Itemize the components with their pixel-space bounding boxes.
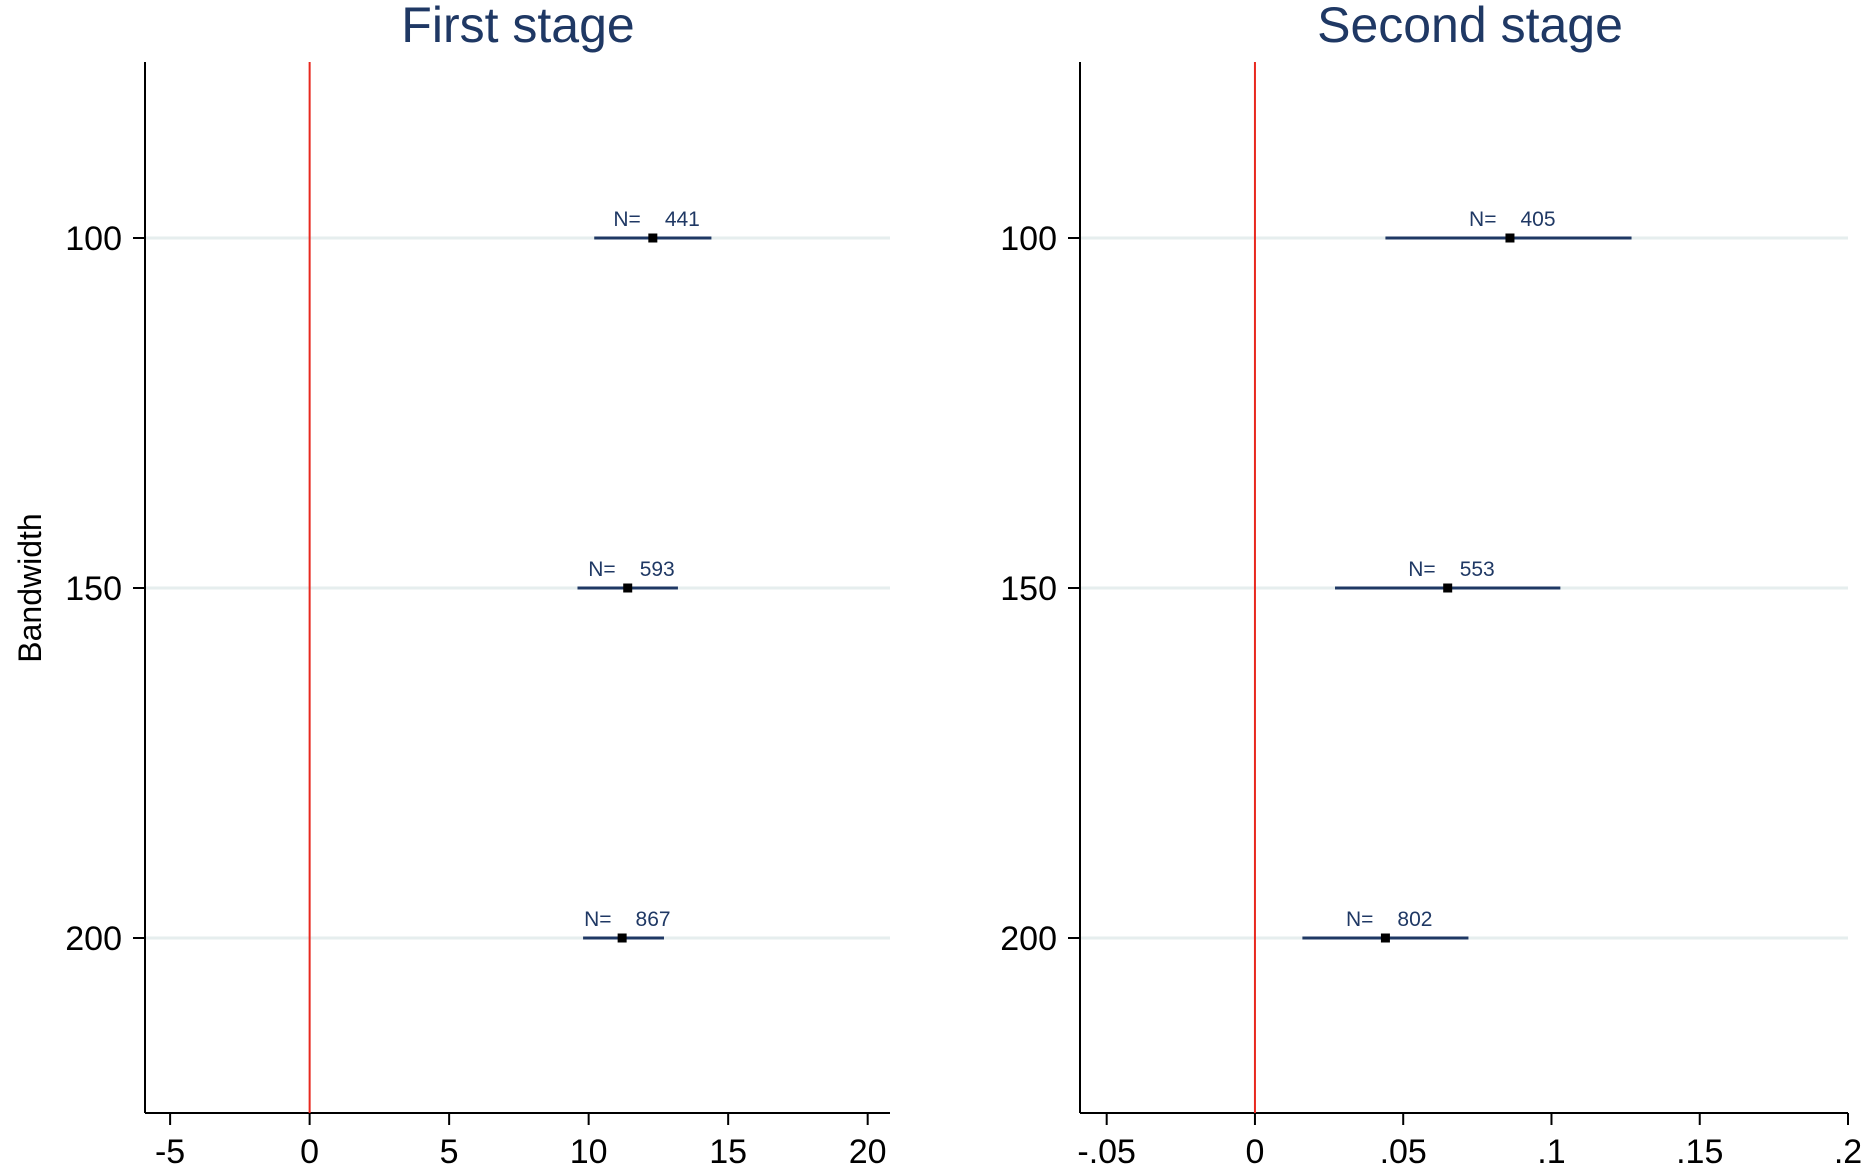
x-tick-label: 20 — [849, 1133, 887, 1170]
y-tick-label: 200 — [1000, 920, 1057, 958]
n-label-prefix: N= — [1408, 558, 1435, 581]
n-label-value: 441 — [665, 208, 700, 231]
x-tick-label: .1 — [1537, 1133, 1565, 1170]
n-label-value: 405 — [1520, 208, 1555, 231]
point-estimate — [617, 933, 627, 943]
n-label-value: 553 — [1460, 558, 1495, 581]
point-estimate — [1443, 583, 1453, 593]
n-label-prefix: N= — [613, 208, 640, 231]
y-tick-label: 100 — [1000, 220, 1057, 258]
y-axis-title: Bandwidth — [12, 513, 48, 662]
x-tick-label: -.05 — [1077, 1133, 1136, 1170]
point-estimate — [623, 583, 633, 593]
panel-first-stage: First stage Bandwidth 100 150 200 -5 0 5 10 15 20 N… — [12, 0, 890, 1170]
point-estimate — [648, 233, 658, 243]
panel-second-stage: Second stage 100 150 200 -.05 0 .05 .1 .15 .2 N= 40… — [1000, 0, 1862, 1170]
x-tick-label: 15 — [709, 1133, 747, 1170]
n-label-value: 802 — [1397, 908, 1432, 931]
point-estimate — [1505, 233, 1515, 243]
panel-title: First stage — [401, 0, 634, 53]
y-tick-label: 200 — [65, 920, 122, 958]
n-label-prefix: N= — [1346, 908, 1373, 931]
x-tick-label: .15 — [1676, 1133, 1723, 1170]
x-tick-label: .2 — [1834, 1133, 1862, 1170]
n-label-prefix: N= — [588, 558, 615, 581]
y-tick-label: 100 — [65, 220, 122, 258]
x-tick-label: 10 — [570, 1133, 608, 1170]
x-tick-label: .05 — [1380, 1133, 1427, 1170]
n-label-value: 593 — [640, 558, 675, 581]
panel-title: Second stage — [1317, 0, 1623, 53]
x-tick-label: 0 — [300, 1133, 319, 1170]
y-tick-label: 150 — [65, 570, 122, 608]
n-label-value: 867 — [636, 908, 671, 931]
n-label-prefix: N= — [584, 908, 611, 931]
x-tick-label: 5 — [440, 1133, 459, 1170]
y-tick-label: 150 — [1000, 570, 1057, 608]
point-estimate — [1380, 933, 1390, 943]
n-label-prefix: N= — [1469, 208, 1496, 231]
x-tick-label: -5 — [155, 1133, 185, 1170]
x-tick-label: 0 — [1245, 1133, 1264, 1170]
